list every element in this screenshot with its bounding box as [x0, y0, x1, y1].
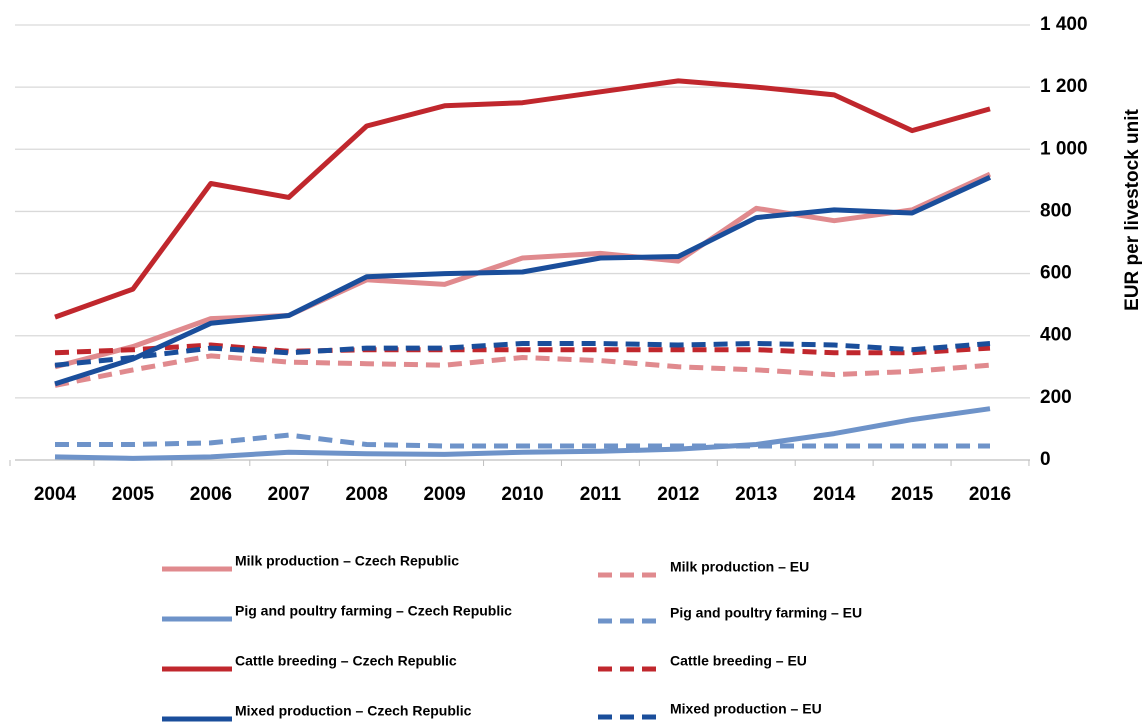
legend-label: Milk production – EU: [670, 559, 809, 575]
legend-label: Pig and poultry farming – Czech Republic: [235, 603, 512, 619]
x-tick-label: 2007: [268, 484, 310, 505]
series-line: [54, 78, 991, 320]
x-tick-label: 2010: [501, 484, 543, 505]
series-line: [54, 175, 992, 387]
y-tick-label: 1 000: [1040, 138, 1088, 159]
legend-label: Cattle breeding – Czech Republic: [235, 653, 457, 669]
y-tick-label: 1 400: [1040, 14, 1088, 35]
series-line: [54, 342, 991, 356]
legend-label: Mixed production – EU: [670, 701, 822, 717]
series-line: [54, 353, 991, 388]
series-line: [54, 341, 991, 368]
legend-label: Pig and poultry farming – EU: [670, 605, 862, 621]
x-tick-label: 2011: [580, 484, 622, 505]
x-tick-label: 2016: [969, 484, 1011, 505]
y-axis-label: EUR per livestock unit: [1122, 109, 1143, 311]
x-tick-label: 2012: [657, 484, 699, 505]
x-tick-label: 2009: [423, 484, 465, 505]
series-line: [54, 171, 992, 370]
legend-label: Milk production – Czech Republic: [235, 553, 459, 569]
x-tick-label: 2006: [190, 484, 232, 505]
x-tick-label: 2004: [34, 484, 77, 505]
y-tick-label: 1 200: [1040, 76, 1088, 97]
legend-label: Mixed production – Czech Republic: [235, 703, 472, 719]
series-line: [54, 406, 991, 461]
y-tick-label: 800: [1040, 200, 1072, 221]
x-tick-label: 2008: [346, 484, 388, 505]
series-line: [55, 432, 990, 449]
y-tick-label: 0: [1040, 449, 1051, 470]
legend-label: Cattle breeding – EU: [670, 653, 807, 669]
y-tick-label: 400: [1040, 325, 1072, 346]
y-tick-label: 600: [1040, 263, 1072, 284]
x-tick-label: 2014: [813, 484, 856, 505]
x-tick-label: 2013: [735, 484, 777, 505]
x-tick-label: 2015: [891, 484, 934, 505]
y-tick-label: 200: [1040, 387, 1072, 408]
x-tick-label: 2005: [112, 484, 155, 505]
